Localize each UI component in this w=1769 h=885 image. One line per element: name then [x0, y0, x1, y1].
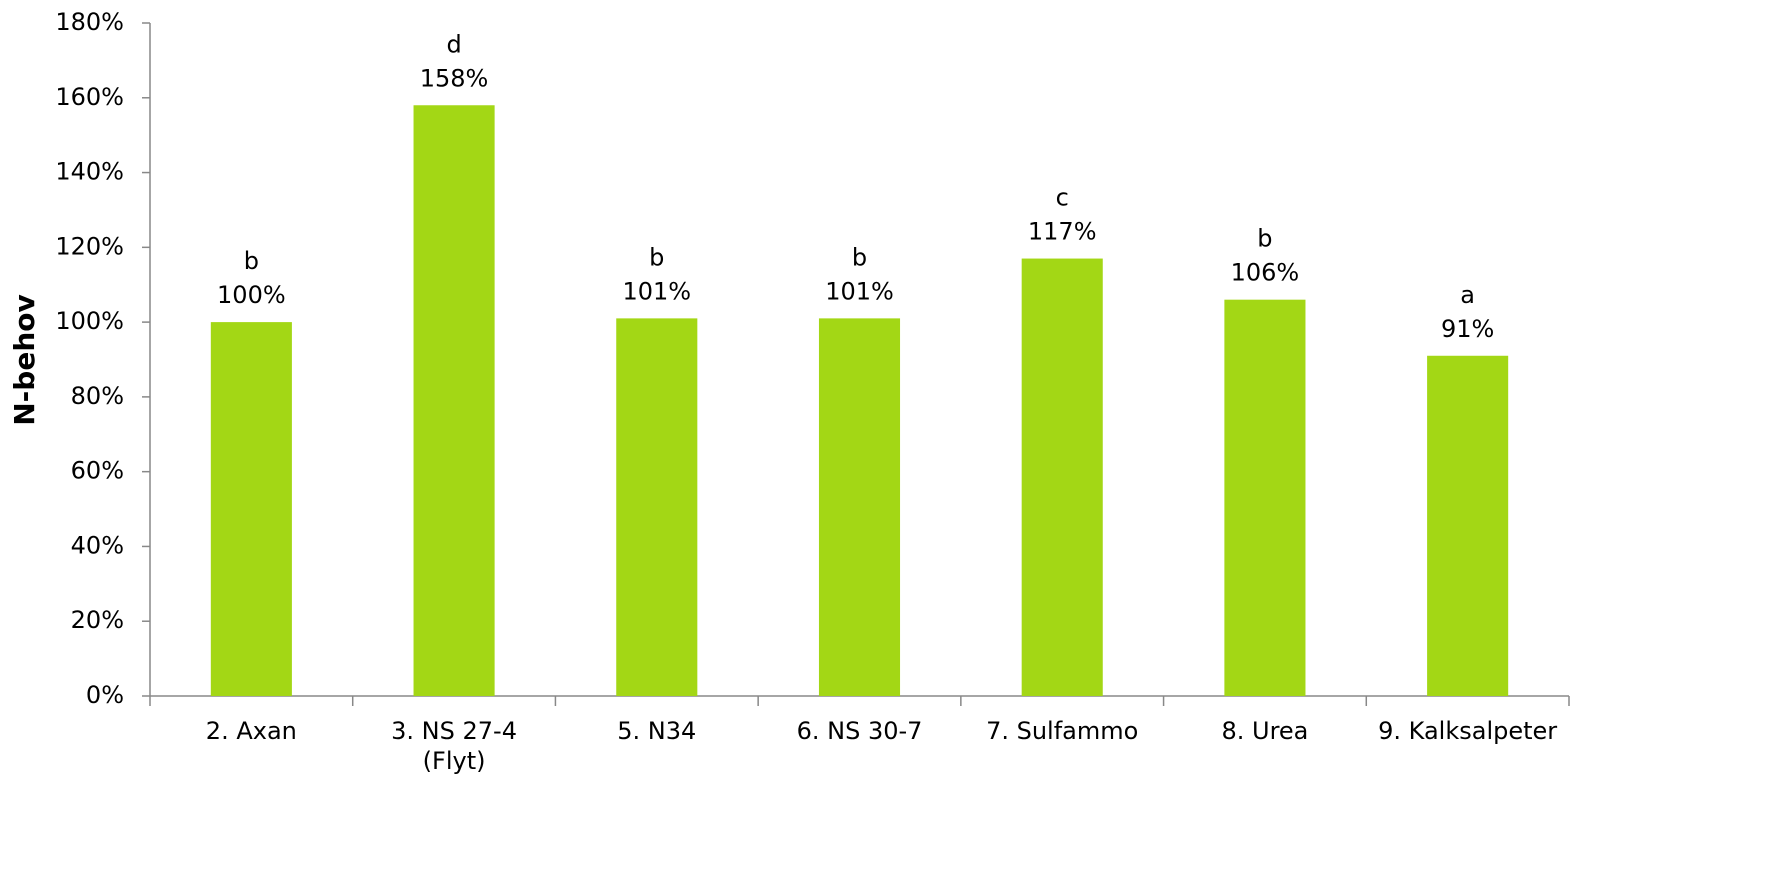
bar: [1224, 299, 1306, 696]
y-axis-title: N-behov: [8, 294, 41, 426]
group-label: a: [1460, 281, 1475, 309]
x-tick-label: 9. Kalksalpeter: [1378, 717, 1558, 745]
y-tick-label: 60%: [71, 457, 124, 485]
y-tick-label: 120%: [55, 232, 124, 260]
value-label: 91%: [1441, 315, 1494, 343]
y-tick-label: 180%: [55, 8, 124, 36]
bar: [818, 318, 901, 696]
group-label: c: [1056, 184, 1069, 212]
x-tick-label: 6. NS 30-7: [796, 717, 923, 745]
x-tick-label: 7. Sulfammo: [986, 717, 1139, 745]
value-label: 101%: [622, 277, 691, 305]
group-label: b: [649, 243, 664, 271]
x-tick-label: 3. NS 27-4 (Flyt): [391, 717, 517, 775]
y-tick-label: 40%: [71, 531, 124, 559]
value-label: 106%: [1231, 259, 1300, 287]
value-label: 117%: [1028, 218, 1097, 246]
y-tick-label: 160%: [55, 83, 124, 111]
y-tick-label: 140%: [55, 158, 124, 186]
x-tick-label: 2. Axan: [205, 717, 297, 745]
group-label: d: [446, 30, 461, 58]
bar: [413, 105, 495, 696]
bar: [1427, 355, 1509, 696]
bar: [210, 322, 292, 696]
y-tick-label: 20%: [71, 606, 124, 634]
bar: [616, 318, 698, 696]
value-label: 158%: [420, 64, 489, 92]
bar: [1021, 258, 1103, 696]
y-tick-label: 100%: [55, 307, 124, 335]
y-tick-label: 80%: [71, 382, 124, 410]
group-label: b: [852, 243, 867, 271]
x-tick-label: 5. N34: [617, 717, 697, 745]
value-label: 100%: [217, 281, 286, 309]
value-label: 101%: [825, 277, 894, 305]
group-label: b: [244, 247, 259, 275]
y-tick-label: 0%: [86, 681, 124, 709]
group-label: b: [1257, 225, 1272, 253]
x-tick-label: 8. Urea: [1221, 717, 1309, 745]
